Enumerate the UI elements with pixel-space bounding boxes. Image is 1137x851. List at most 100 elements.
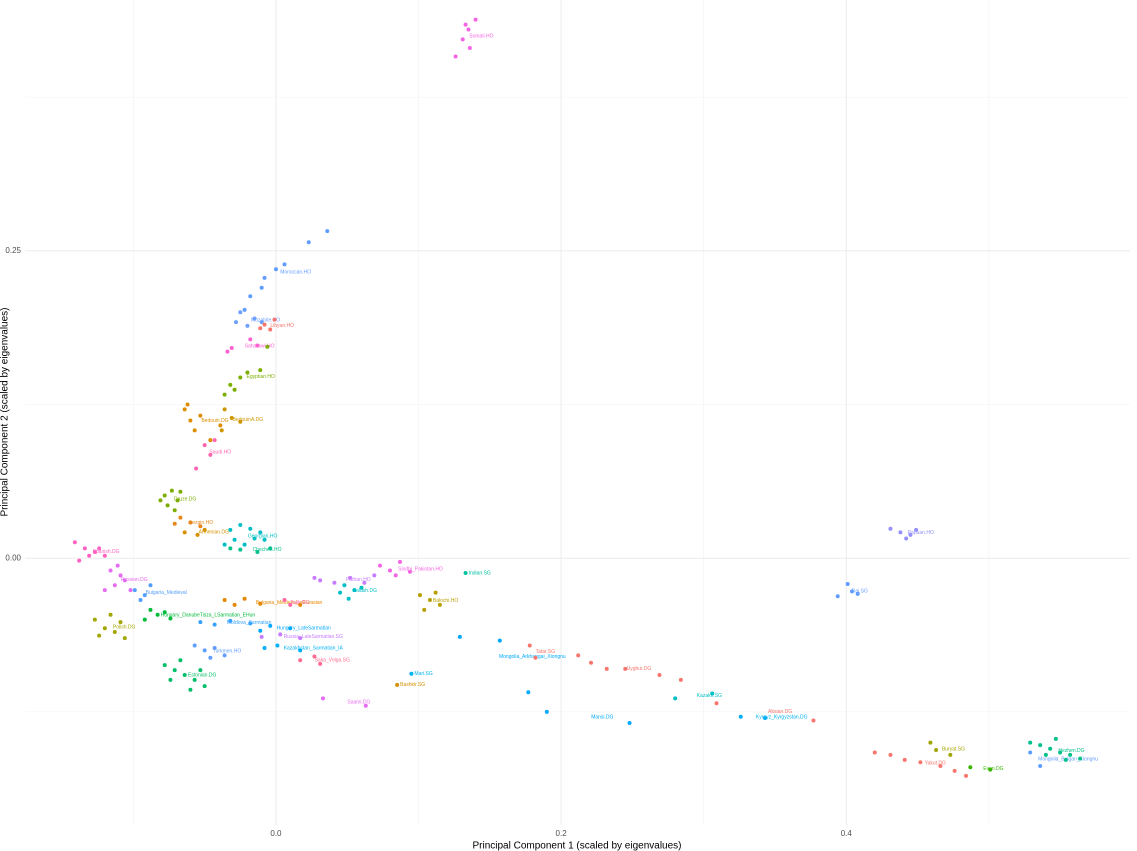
group-label: Balochi.HO xyxy=(433,598,458,604)
point xyxy=(97,633,102,638)
point xyxy=(988,767,993,772)
point xyxy=(1028,740,1033,745)
group-label: Polish.DG xyxy=(113,625,136,631)
point xyxy=(918,760,923,765)
point xyxy=(1043,752,1048,757)
point xyxy=(165,503,170,508)
point xyxy=(219,428,224,433)
group-label: Saka_Volga.SG xyxy=(315,658,350,664)
group-label: Uyghur.DG xyxy=(627,666,652,672)
point xyxy=(142,617,147,622)
point xyxy=(467,45,472,50)
point xyxy=(268,623,273,628)
group-label: Russia_LateSarmatian.SG xyxy=(284,634,343,640)
point xyxy=(232,387,237,392)
point xyxy=(433,590,438,595)
point xyxy=(359,585,364,590)
point xyxy=(195,532,200,537)
point xyxy=(228,546,233,551)
group-label: Tatar.SG xyxy=(536,649,556,655)
point xyxy=(1063,757,1068,762)
group-label: Altaian.DG xyxy=(768,709,792,715)
point xyxy=(162,493,167,498)
point xyxy=(242,596,247,601)
point xyxy=(188,687,193,692)
point xyxy=(168,616,173,621)
point xyxy=(222,407,227,412)
point xyxy=(268,327,273,332)
group-label: Saudi.HO xyxy=(209,449,231,455)
point xyxy=(118,620,123,625)
point xyxy=(372,573,377,578)
point xyxy=(938,763,943,768)
point xyxy=(182,530,187,535)
point xyxy=(422,607,427,612)
point xyxy=(968,765,973,770)
point xyxy=(182,673,187,677)
point xyxy=(194,466,199,471)
point xyxy=(128,588,133,593)
point xyxy=(278,632,283,637)
point xyxy=(218,423,223,428)
point xyxy=(952,768,957,773)
point xyxy=(208,655,213,660)
point xyxy=(318,578,323,583)
group-label: Bedouin.DG xyxy=(201,418,228,424)
group-label: Yakut.DG xyxy=(925,761,946,767)
group-label: Egyptian.HO xyxy=(247,374,275,380)
point xyxy=(288,626,293,631)
point xyxy=(259,285,264,290)
point xyxy=(228,382,233,387)
point xyxy=(273,267,278,272)
point xyxy=(346,596,351,601)
group-label: Pathan.HO xyxy=(346,577,371,583)
group-label: Hezhen.DG xyxy=(1058,748,1084,754)
group-label: Indian.SG xyxy=(469,570,491,576)
point xyxy=(1068,752,1073,757)
group-label: Tajik.DG xyxy=(290,600,309,606)
point xyxy=(172,668,177,673)
point xyxy=(242,542,247,547)
group-label: Saami.DG xyxy=(347,699,370,705)
point xyxy=(397,559,402,564)
point xyxy=(463,570,468,575)
point xyxy=(298,602,303,607)
point xyxy=(914,527,919,532)
group-label: Sindhi_Pakistan.HO xyxy=(398,566,443,572)
point xyxy=(178,489,183,494)
x-axis-title: Principal Component 1 (scaled by eigenva… xyxy=(472,841,681,851)
point xyxy=(198,620,203,625)
point xyxy=(238,375,243,380)
y-tick-label: 0.00 xyxy=(5,553,21,562)
point xyxy=(395,682,400,687)
point xyxy=(298,648,303,653)
x-tick-label: 0.0 xyxy=(270,829,282,838)
point xyxy=(259,634,264,639)
point xyxy=(72,540,77,545)
group-label: BedouinA.DG xyxy=(233,417,264,423)
point xyxy=(238,419,243,424)
point xyxy=(845,582,850,587)
point xyxy=(298,658,303,663)
point xyxy=(259,320,264,325)
point xyxy=(232,537,237,542)
point xyxy=(258,368,263,373)
point xyxy=(82,546,87,551)
y-axis-title: Principal Component 2 (scaled by eigenva… xyxy=(0,307,11,516)
group-label: Bulgaria_Medieval xyxy=(146,590,187,596)
point xyxy=(255,550,260,555)
point xyxy=(168,677,173,682)
point xyxy=(198,668,203,673)
point xyxy=(192,643,197,648)
point xyxy=(1058,750,1063,755)
point xyxy=(108,612,113,617)
point xyxy=(248,621,253,626)
point xyxy=(198,413,203,418)
point xyxy=(544,709,549,714)
point xyxy=(268,546,273,551)
point xyxy=(238,310,243,315)
point xyxy=(87,553,92,558)
point xyxy=(453,54,458,59)
point xyxy=(228,527,233,532)
